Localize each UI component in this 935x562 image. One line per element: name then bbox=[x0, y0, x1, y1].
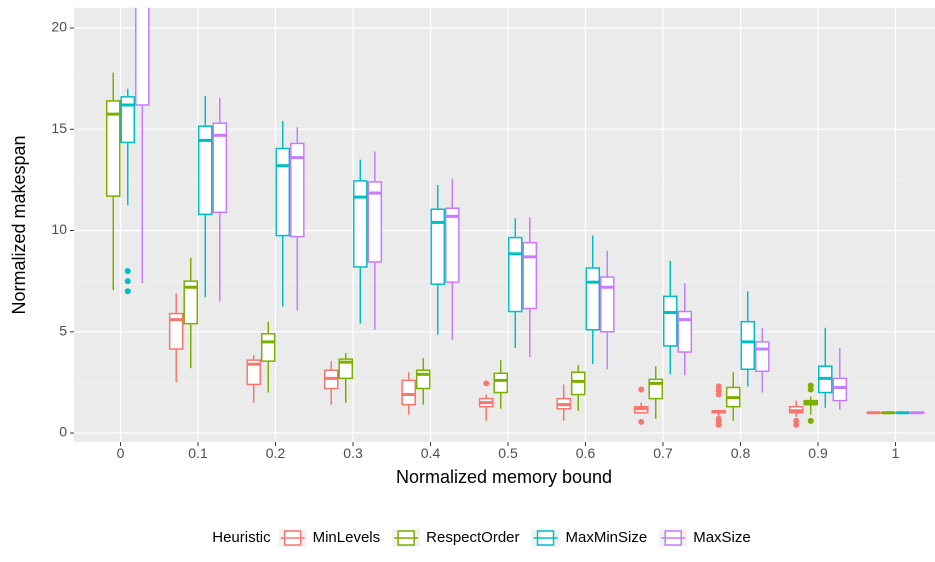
outlier bbox=[125, 268, 131, 274]
x-tick-label: 0.1 bbox=[188, 445, 208, 461]
y-tick-label: 15 bbox=[51, 120, 67, 136]
legend-item: MaxMinSize bbox=[532, 529, 648, 547]
legend-label: MaxSize bbox=[693, 529, 751, 546]
x-tick-label: 0.5 bbox=[498, 445, 518, 461]
outlier bbox=[716, 422, 722, 428]
box bbox=[402, 380, 415, 404]
x-tick-label: 0 bbox=[117, 445, 125, 461]
x-tick-label: 0.7 bbox=[653, 445, 673, 461]
box bbox=[833, 378, 846, 400]
box bbox=[664, 296, 677, 346]
outlier bbox=[125, 278, 131, 284]
box bbox=[276, 148, 289, 235]
outlier bbox=[793, 422, 799, 428]
x-tick-label: 0.6 bbox=[576, 445, 596, 461]
y-tick-label: 0 bbox=[59, 424, 67, 440]
box bbox=[523, 243, 536, 309]
outlier bbox=[483, 380, 489, 386]
y-tick-label: 5 bbox=[59, 322, 67, 338]
x-tick-label: 1 bbox=[892, 445, 900, 461]
box bbox=[262, 334, 275, 361]
outlier bbox=[638, 386, 644, 392]
box bbox=[741, 322, 754, 370]
box bbox=[756, 342, 769, 371]
x-tick-label: 0.8 bbox=[731, 445, 751, 461]
box bbox=[678, 312, 691, 353]
box bbox=[601, 277, 614, 332]
legend-item: MinLevels bbox=[279, 529, 381, 547]
outlier bbox=[638, 419, 644, 425]
y-tick-label: 10 bbox=[51, 221, 67, 237]
legend-label: MinLevels bbox=[313, 529, 381, 546]
box bbox=[509, 238, 522, 312]
y-tick-label: 20 bbox=[51, 19, 67, 35]
legend: Heuristic MinLevels RespectOrder MaxMinSize… bbox=[212, 529, 750, 547]
outlier bbox=[125, 288, 131, 294]
box bbox=[494, 373, 507, 392]
x-tick-label: 0.9 bbox=[808, 445, 828, 461]
legend-title: Heuristic bbox=[212, 529, 271, 546]
legend-item: RespectOrder bbox=[392, 529, 519, 547]
x-tick-label: 0.4 bbox=[421, 445, 441, 461]
x-tick-label: 0.3 bbox=[343, 445, 363, 461]
outlier bbox=[808, 418, 814, 424]
x-tick-label: 0.2 bbox=[266, 445, 286, 461]
box bbox=[586, 268, 599, 330]
box bbox=[446, 208, 459, 282]
legend-label: RespectOrder bbox=[426, 529, 519, 546]
legend-label: MaxMinSize bbox=[566, 529, 648, 546]
y-axis-title: Normalized makespan bbox=[9, 135, 29, 314]
box bbox=[136, 0, 149, 105]
box bbox=[431, 209, 444, 284]
outlier bbox=[716, 392, 722, 398]
box bbox=[354, 181, 367, 267]
x-axis-title: Normalized memory bound bbox=[396, 467, 612, 487]
box bbox=[572, 372, 585, 394]
legend-item: MaxSize bbox=[659, 529, 751, 547]
outlier bbox=[808, 386, 814, 392]
